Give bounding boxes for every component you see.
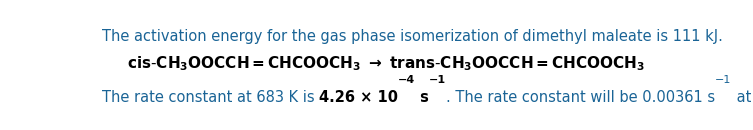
Text: −1: −1 — [429, 75, 447, 85]
Text: The rate constant at 683 K is: The rate constant at 683 K is — [102, 90, 319, 105]
Text: 4.26 × 10: 4.26 × 10 — [319, 90, 398, 105]
Text: . The rate constant will be 0.00361 s: . The rate constant will be 0.00361 s — [447, 90, 715, 105]
Text: at: at — [732, 90, 751, 105]
Text: The activation energy for the gas phase isomerization of dimethyl maleate is 111: The activation energy for the gas phase … — [102, 29, 723, 44]
Text: −4: −4 — [398, 75, 415, 85]
Text: s: s — [415, 90, 429, 105]
Text: $\mathbf{cis\text{-}CH_3OOCCH{=}CHCOOCH_3\ \rightarrow\ trans\text{-}CH_3OOCCH{=: $\mathbf{cis\text{-}CH_3OOCCH{=}CHCOOCH_… — [127, 54, 645, 73]
Text: −1: −1 — [715, 75, 732, 85]
